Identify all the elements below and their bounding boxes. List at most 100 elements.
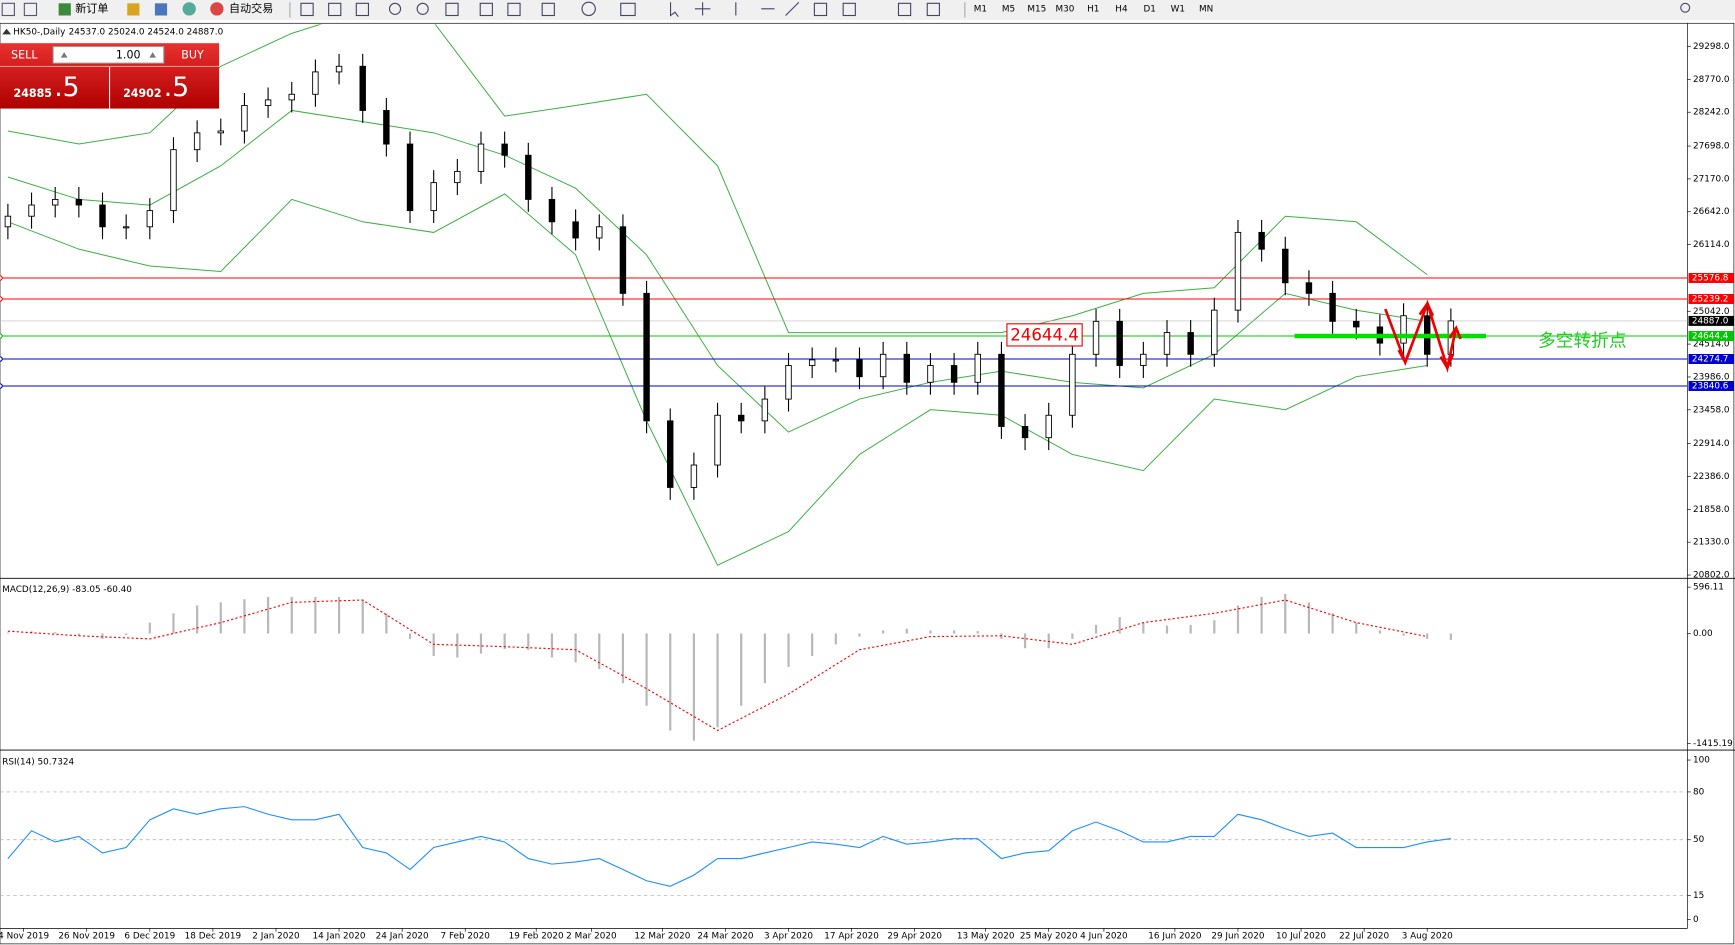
lots[interactable]: 1.00 [116, 48, 141, 61]
collapse-icon[interactable] [2, 28, 12, 35]
y-tick-label: 23986.0 [1693, 372, 1730, 382]
icon[interactable] [479, 2, 493, 17]
macd-signal [7, 599, 1428, 732]
candle-body [879, 353, 887, 378]
icon[interactable] [507, 2, 521, 17]
level-anchor [0, 296, 3, 302]
auto-trading[interactable]: 自动交易 [229, 1, 273, 15]
symbol-title: HK50-,Daily [13, 28, 65, 38]
timeframe[interactable]: M1 [974, 4, 987, 14]
candle-body [335, 65, 343, 73]
icon[interactable] [182, 2, 196, 16]
icon[interactable] [445, 2, 459, 17]
level-label: 24644.4 [1692, 331, 1729, 341]
toolbar-bg [0, 0, 1735, 20]
x-tick-label: 25 May 2020 [1020, 932, 1078, 942]
icon[interactable] [23, 2, 38, 17]
candle-body [1234, 231, 1242, 311]
timeframe[interactable]: M5 [1002, 4, 1015, 14]
icon[interactable] [813, 2, 828, 17]
candle-body [146, 210, 154, 228]
icon[interactable] [416, 2, 429, 15]
tool-icons [300, 1, 940, 17]
icon[interactable] [735, 1, 800, 16]
timeframe[interactable]: D1 [1143, 4, 1155, 14]
icon[interactable] [300, 2, 314, 17]
icon[interactable] [926, 2, 940, 17]
sell-price[interactable]: 24885 [14, 87, 52, 100]
timeframe[interactable]: M30 [1056, 4, 1075, 14]
timeframe[interactable]: H4 [1115, 4, 1128, 14]
buy-button[interactable]: BUY [181, 48, 204, 61]
search-icon[interactable] [1680, 2, 1691, 13]
candle-body [832, 359, 840, 362]
timeframes: M1 M5 M15 M30 H1 H4 D1 W1 MN [974, 4, 1213, 14]
icon[interactable] [620, 2, 636, 17]
lots-box[interactable] [52, 45, 165, 64]
y-tick-label: 0.00 [1693, 629, 1713, 639]
level-anchor [0, 275, 3, 281]
candle-body [477, 143, 485, 172]
candle-body [1116, 320, 1123, 366]
icon[interactable] [1, 2, 15, 17]
rsi-plot [0, 791, 1688, 896]
candle-body [1069, 353, 1076, 416]
sell-price-fraction[interactable]: .5 [54, 72, 79, 103]
candle-body [99, 204, 106, 228]
candle-body [122, 226, 130, 229]
candle-body [4, 215, 12, 228]
y-tick-label: 100 [1693, 756, 1710, 766]
icon[interactable] [842, 2, 856, 17]
macd-plot [6, 593, 1452, 741]
x-tick-label: 6 Dec 2019 [124, 932, 175, 942]
icon[interactable] [388, 2, 402, 15]
y-tick-label: 15 [1693, 891, 1704, 901]
timeframe[interactable]: M15 [1027, 4, 1046, 14]
icon[interactable] [669, 2, 679, 17]
timeframe[interactable]: MN [1199, 4, 1213, 14]
candle-body [241, 105, 248, 132]
timeframe[interactable]: H1 [1087, 4, 1099, 14]
trade-panel: SELL 1.00 BUY 24885 .5 24902 .5 [0, 43, 220, 109]
icon[interactable] [581, 1, 596, 17]
spin-down[interactable] [60, 52, 68, 58]
x-tick-label: 2 Jan 2020 [252, 932, 300, 942]
y-tick-label: 29298.0 [1693, 42, 1730, 52]
macd-title: MACD(12,26,9) -83.05 -60.40 [2, 585, 132, 595]
icon[interactable] [355, 2, 370, 17]
x-tick-label: 29 Jun 2020 [1211, 932, 1265, 942]
spin-up[interactable] [149, 52, 157, 58]
buy-price-fraction[interactable]: .5 [164, 72, 189, 103]
bid-label-box [1688, 315, 1734, 326]
new-order[interactable]: 新订单 [75, 1, 108, 15]
icon[interactable] [694, 2, 711, 16]
x-tick-label: 7 Feb 2020 [441, 932, 491, 942]
y-tick-label: 27698.0 [1693, 142, 1730, 152]
candle-body [454, 170, 461, 184]
bollinger-lower [7, 193, 1428, 566]
y-tick-label: 22386.0 [1693, 472, 1730, 482]
rsi-line [7, 806, 1451, 887]
x-tick-label: 10 Jul 2020 [1276, 932, 1326, 942]
y-tick-label: 26642.0 [1693, 207, 1730, 217]
y-tick-label: 0 [1693, 915, 1699, 925]
candle-body [737, 414, 745, 422]
icon[interactable] [154, 3, 168, 16]
candle-body [264, 99, 272, 106]
chart-frame [0, 22, 1735, 945]
buy-price[interactable]: 24902 [123, 87, 161, 100]
icon[interactable] [541, 2, 555, 17]
x-tick-label: 18 Dec 2019 [185, 932, 241, 942]
y-tick-label: -1415.19 [1693, 739, 1733, 749]
timeframe[interactable]: W1 [1171, 4, 1185, 14]
icon[interactable] [328, 2, 342, 17]
candle-body [619, 226, 627, 294]
candle-body [950, 365, 958, 383]
icon[interactable] [897, 2, 912, 17]
icon[interactable] [210, 2, 224, 16]
icon[interactable] [127, 3, 140, 16]
y-tick-label: 26114.0 [1693, 240, 1730, 250]
sell-button[interactable]: SELL [11, 48, 38, 61]
icon[interactable] [58, 3, 71, 16]
